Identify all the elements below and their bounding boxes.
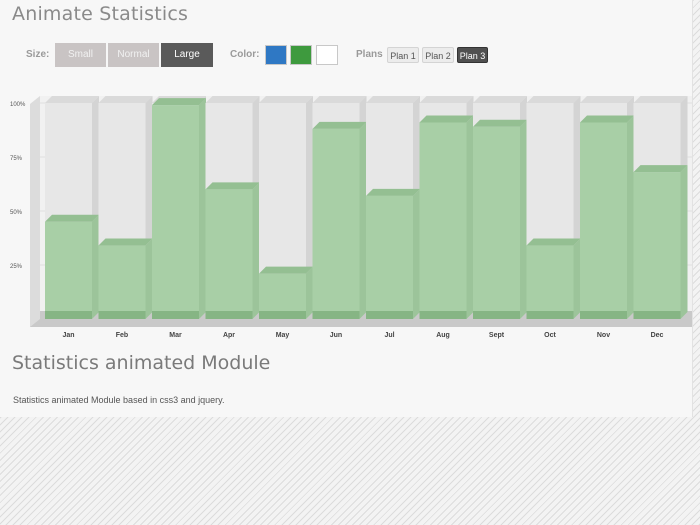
bar-side bbox=[252, 182, 260, 319]
bar-top bbox=[259, 266, 313, 274]
bar-base bbox=[473, 311, 520, 319]
bar-side bbox=[413, 188, 420, 319]
bar-track-top bbox=[205, 96, 260, 103]
bar-base bbox=[98, 311, 146, 319]
bar-top bbox=[419, 115, 474, 123]
bar-top bbox=[473, 119, 527, 127]
bar-track-top bbox=[366, 96, 420, 103]
plan-2-button[interactable]: Plan 2 bbox=[422, 47, 454, 63]
bar-side bbox=[145, 238, 153, 319]
bar-top bbox=[152, 98, 206, 106]
bar-top bbox=[312, 121, 367, 129]
bar bbox=[205, 189, 253, 319]
bar bbox=[98, 245, 146, 319]
y-tick-label: 100% bbox=[10, 102, 26, 108]
bar-top bbox=[205, 182, 260, 190]
page-title: Animate Statistics bbox=[12, 3, 189, 25]
color-swatch-white[interactable] bbox=[316, 45, 338, 65]
bar-track-top bbox=[45, 96, 99, 103]
bar-base bbox=[419, 311, 467, 319]
bar-base bbox=[205, 311, 253, 319]
bar bbox=[45, 221, 92, 319]
bar-track-top bbox=[259, 96, 313, 103]
bar-base bbox=[366, 311, 413, 319]
bar-track-top bbox=[633, 96, 688, 103]
bar-track-top bbox=[419, 96, 474, 103]
y-tick-label: 50% bbox=[10, 210, 23, 216]
bar-side bbox=[627, 115, 634, 319]
bar-base bbox=[580, 311, 627, 319]
bar-track-top bbox=[312, 96, 367, 103]
bar bbox=[419, 122, 467, 319]
plan-1-button[interactable]: Plan 1 bbox=[387, 47, 419, 63]
size-large-button[interactable]: Large bbox=[161, 43, 213, 67]
x-tick-label: May bbox=[276, 332, 290, 339]
bar-side bbox=[199, 98, 206, 319]
bar-base bbox=[633, 311, 681, 319]
bar-top bbox=[633, 165, 688, 173]
y-tick-label: 25% bbox=[10, 264, 23, 270]
bar-track-side bbox=[306, 96, 313, 319]
module-subtitle: Statistics animated Module bbox=[12, 352, 271, 374]
bar bbox=[312, 128, 360, 319]
x-tick-label: Jun bbox=[330, 332, 342, 339]
bar-track-top bbox=[580, 96, 634, 103]
main-panel: Animate Statistics Size: Small Normal La… bbox=[0, 0, 693, 417]
statistics-bar-chart: 100% 75% 50% 25% Jan Feb Mar Apr May Jun Jul Aug Sep… bbox=[10, 96, 692, 339]
bar-track-top bbox=[526, 96, 581, 103]
size-label: Size: bbox=[26, 49, 50, 60]
module-description: Statistics animated Module based in css3… bbox=[13, 395, 225, 405]
bar-side bbox=[680, 165, 688, 319]
color-label: Color: bbox=[230, 49, 260, 60]
bar-side bbox=[573, 238, 581, 319]
bar-top bbox=[366, 188, 420, 196]
x-tick-label: Apr bbox=[223, 332, 235, 339]
bar-base bbox=[152, 311, 199, 319]
plan-3-button[interactable]: Plan 3 bbox=[457, 47, 488, 63]
bar-base bbox=[45, 311, 92, 319]
bar bbox=[366, 195, 413, 319]
x-tick-label: Mar bbox=[169, 332, 182, 339]
color-swatch-blue[interactable] bbox=[265, 45, 287, 65]
bar bbox=[473, 126, 520, 319]
bar bbox=[152, 105, 199, 319]
size-small-button[interactable]: Small bbox=[55, 43, 106, 67]
x-tick-label: Jan bbox=[62, 332, 74, 339]
bar-base bbox=[259, 311, 306, 319]
x-tick-label: Sept bbox=[489, 332, 505, 339]
color-swatch-green[interactable] bbox=[290, 45, 312, 65]
bar-top bbox=[580, 115, 634, 123]
bar bbox=[580, 122, 627, 319]
bar bbox=[526, 245, 574, 319]
bar-base bbox=[526, 311, 574, 319]
size-normal-button[interactable]: Normal bbox=[108, 43, 159, 67]
x-tick-label: Oct bbox=[544, 332, 556, 339]
bar bbox=[633, 172, 681, 319]
y-tick-label: 75% bbox=[10, 156, 23, 162]
bar-track-top bbox=[473, 96, 527, 103]
x-tick-label: Aug bbox=[436, 332, 450, 339]
bar-side bbox=[466, 115, 474, 319]
bar-base bbox=[312, 311, 360, 319]
bar-side bbox=[306, 266, 313, 319]
chart-left-wall bbox=[30, 96, 40, 327]
bar-side bbox=[359, 121, 367, 319]
bar-top bbox=[526, 238, 581, 246]
x-tick-label: Nov bbox=[597, 332, 610, 339]
x-tick-label: Feb bbox=[116, 332, 128, 339]
bar-top bbox=[45, 214, 99, 222]
bar-side bbox=[520, 119, 527, 319]
bar-side bbox=[92, 214, 99, 319]
x-tick-label: Jul bbox=[384, 332, 394, 339]
controls-toolbar: Size: Small Normal Large Color: Plans Pl… bbox=[0, 43, 692, 67]
x-tick-label: Dec bbox=[651, 332, 664, 339]
bar-track-top bbox=[98, 96, 153, 103]
bar-top bbox=[98, 238, 153, 246]
plans-label: Plans bbox=[356, 49, 383, 60]
